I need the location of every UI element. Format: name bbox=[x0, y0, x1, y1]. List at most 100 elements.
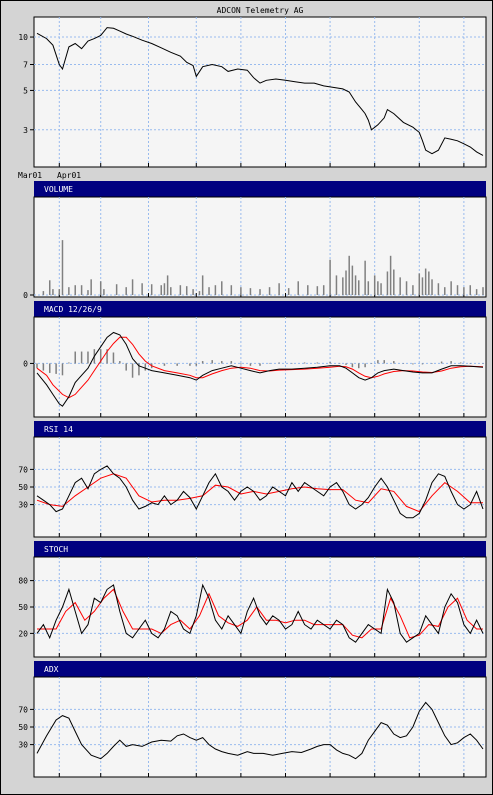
stoch-header bbox=[34, 541, 486, 557]
volume-header-label: VOLUME bbox=[44, 185, 73, 194]
volume-bar-64 bbox=[437, 283, 440, 295]
volume-bar-63 bbox=[431, 279, 433, 295]
macd-hist-bar-12 bbox=[112, 352, 115, 364]
macd-hist-bar-24 bbox=[211, 360, 213, 364]
price-line bbox=[36, 27, 484, 156]
macd-hist-bar-17 bbox=[144, 363, 147, 371]
macd-hist-bar-19 bbox=[163, 363, 166, 366]
volume-bar-20 bbox=[170, 287, 172, 295]
volume-bar-27 bbox=[214, 285, 217, 295]
macd-hist-bar-7 bbox=[80, 351, 83, 364]
price-tick-label-1: 7 bbox=[23, 61, 28, 70]
rsi-line bbox=[36, 465, 484, 519]
volume-bar-36 bbox=[297, 281, 299, 295]
stoch-panel: STOCH 80 50 20 bbox=[18, 541, 487, 658]
rsi-tick-label-2: 30 bbox=[18, 501, 28, 510]
stoch-tick-label-1: 50 bbox=[18, 603, 28, 612]
stoch-grid bbox=[34, 557, 486, 657]
volume-bar-56 bbox=[399, 277, 401, 295]
volume-bar-47 bbox=[358, 280, 360, 295]
macd-hist-bar-35 bbox=[329, 362, 331, 364]
price-plot-area bbox=[33, 16, 487, 168]
macd-hist-bar-49 bbox=[440, 361, 443, 364]
price-grid bbox=[34, 17, 486, 167]
volume-bar-37 bbox=[307, 285, 309, 295]
macd-line bbox=[36, 331, 484, 407]
macd-signal-line bbox=[36, 336, 484, 399]
adx-tick-label-2: 30 bbox=[18, 741, 28, 750]
macd-hist-bar-32 bbox=[291, 362, 293, 364]
volume-bar-38 bbox=[316, 286, 319, 295]
volume-bar-3 bbox=[58, 289, 61, 295]
macd-tick-label-0: 0 bbox=[23, 359, 28, 368]
adx-line bbox=[36, 701, 484, 760]
rsi-grid bbox=[34, 437, 486, 537]
volume-bar-62 bbox=[428, 271, 430, 295]
volume-bar-28 bbox=[221, 281, 223, 295]
macd-hist-bar-33 bbox=[303, 362, 306, 364]
volume-bar-25 bbox=[201, 275, 204, 295]
rsi-ticks: 70 50 30 bbox=[18, 465, 465, 537]
macd-hist-bar-42 bbox=[377, 360, 379, 364]
volume-bar-16 bbox=[150, 284, 153, 295]
volume-bar-26 bbox=[208, 287, 210, 295]
adx-header-label: ADX bbox=[44, 665, 59, 674]
volume-bar-18 bbox=[163, 283, 166, 295]
volume-bar-49 bbox=[367, 281, 370, 295]
macd-panel: MACD 12/26/9 0 bbox=[23, 301, 487, 418]
price-ticks: 10 7 5 3 bbox=[18, 33, 465, 167]
volume-bar-50 bbox=[373, 275, 376, 295]
volume-bar-8 bbox=[87, 290, 89, 295]
volume-bar-15 bbox=[141, 283, 143, 295]
rsi-tick-label-0: 70 bbox=[18, 465, 28, 474]
volume-bar-2 bbox=[52, 289, 54, 295]
volume-tick-label-0: 0 bbox=[23, 291, 28, 300]
volume-bar-48 bbox=[364, 260, 366, 295]
adx-ticks: 70 50 30 bbox=[18, 705, 465, 777]
macd-header-label: MACD 12/26/9 bbox=[44, 305, 102, 314]
volume-bar-55 bbox=[393, 269, 395, 295]
macd-hist-bar-16 bbox=[138, 363, 140, 376]
macd-hist-bar-41 bbox=[370, 363, 373, 364]
volume-bar-33 bbox=[268, 287, 271, 295]
stoch-ticks: 80 50 20 bbox=[18, 577, 465, 657]
macd-hist-bar-23 bbox=[201, 361, 204, 364]
macd-hist-bar-52 bbox=[469, 363, 472, 364]
rsi-panel: RSI 14 70 50 30 bbox=[18, 421, 487, 538]
volume-bar-60 bbox=[421, 277, 424, 295]
x-label-mar01: Mar01 bbox=[18, 171, 42, 180]
volume-bar-70 bbox=[475, 289, 478, 295]
macd-hist-bar-44 bbox=[393, 361, 395, 364]
price-panel: 10 7 5 3 bbox=[18, 16, 487, 168]
macd-hist-bar-10 bbox=[99, 349, 102, 364]
volume-plot-area bbox=[33, 196, 487, 298]
volume-bar-69 bbox=[469, 285, 472, 295]
macd-hist-bar-13 bbox=[119, 361, 121, 364]
volume-bar-57 bbox=[405, 281, 408, 295]
volume-bar-45 bbox=[351, 265, 354, 295]
volume-bar-42 bbox=[342, 277, 344, 295]
macd-hist-bar-14 bbox=[125, 363, 127, 371]
volume-bar-21 bbox=[179, 285, 182, 295]
macd-hist-bar-6 bbox=[74, 351, 76, 364]
rsi-signal-line bbox=[36, 473, 483, 513]
adx-header bbox=[34, 661, 486, 677]
volume-bar-9 bbox=[90, 279, 92, 295]
volume-bar-11 bbox=[103, 289, 105, 295]
volume-bar-10 bbox=[99, 281, 102, 295]
macd-hist-bar-27 bbox=[240, 363, 242, 365]
volume-bar-24 bbox=[198, 291, 201, 295]
volume-bar-59 bbox=[418, 273, 421, 295]
volume-panel: VOLUME 0 bbox=[23, 181, 487, 300]
macd-hist-bar-31 bbox=[278, 362, 280, 364]
stoch-line bbox=[36, 583, 484, 643]
macd-hist-bar-28 bbox=[249, 363, 252, 366]
macd-hist-bar-3 bbox=[55, 363, 57, 374]
volume-bars bbox=[42, 240, 484, 295]
macd-hist-bar-51 bbox=[459, 362, 462, 364]
adx-tick-label-1: 50 bbox=[18, 723, 28, 732]
macd-hist-bar-34 bbox=[316, 362, 319, 364]
volume-bar-43 bbox=[345, 270, 347, 295]
macd-hist-bar-36 bbox=[338, 362, 341, 364]
adx-panel: ADX 70 50 30 bbox=[18, 661, 487, 778]
